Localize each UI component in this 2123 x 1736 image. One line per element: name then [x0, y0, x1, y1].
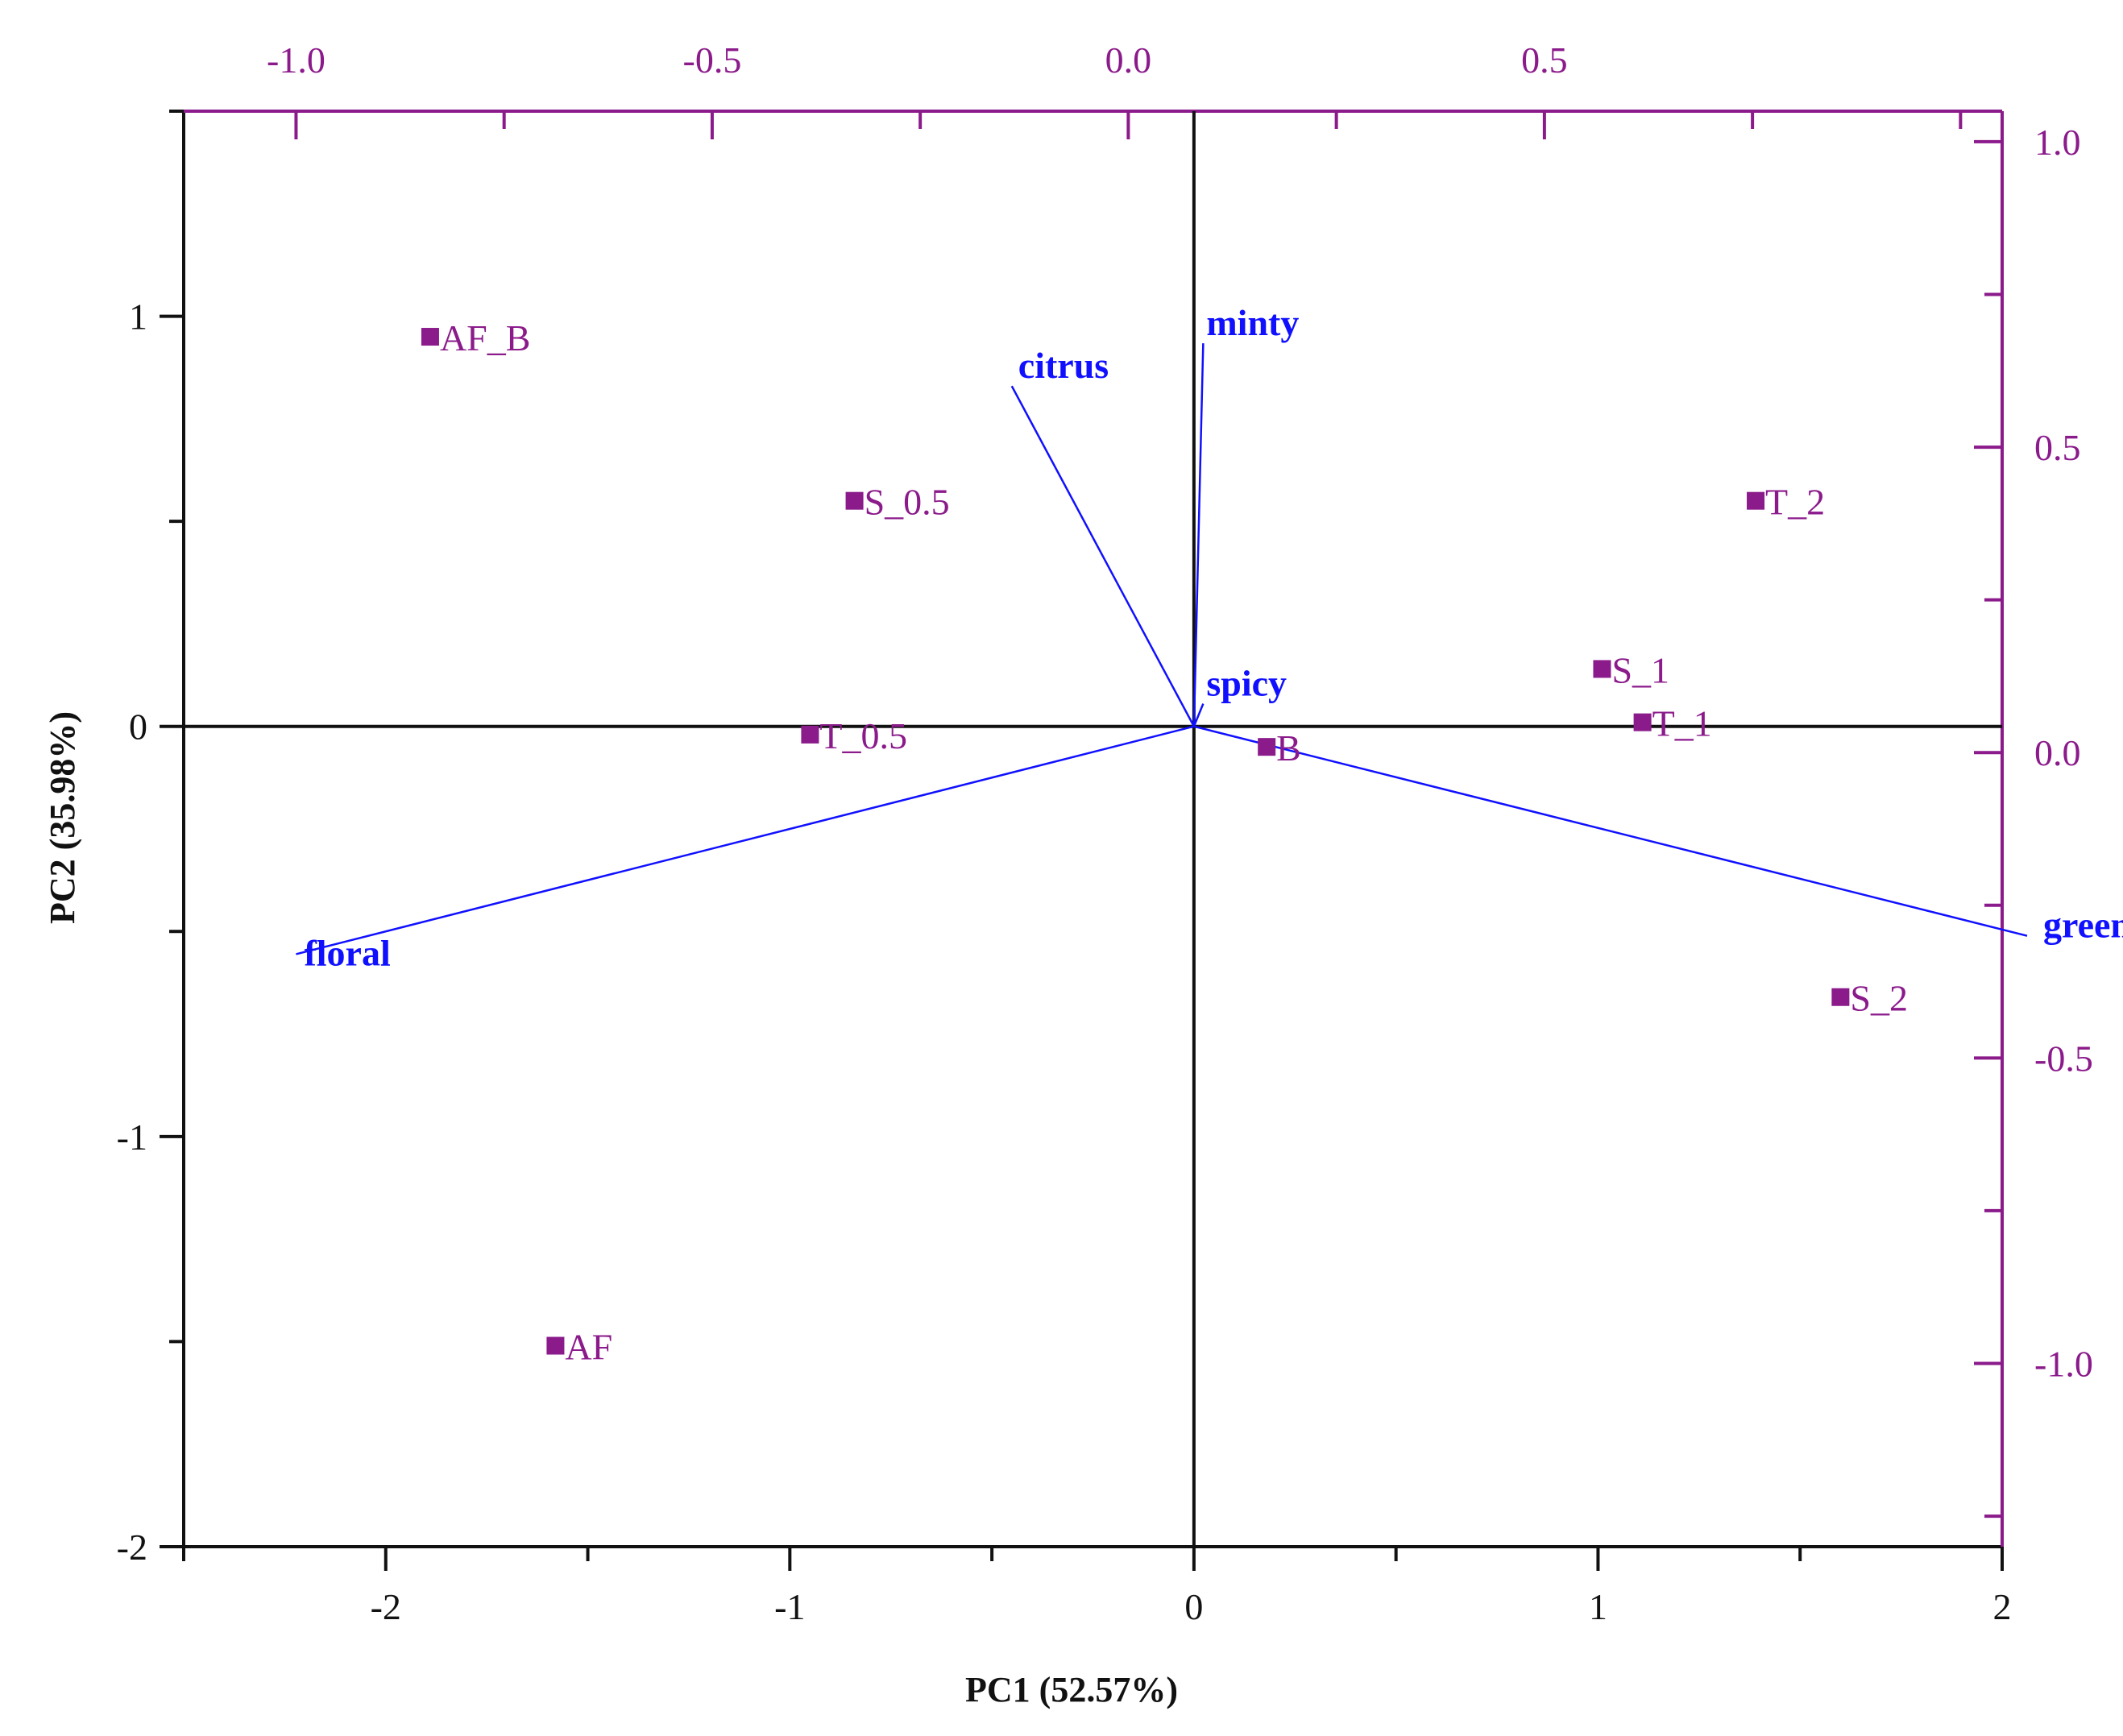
loading-label-spicy: spicy [1206, 663, 1287, 704]
y-tick-label: -2 [117, 1527, 147, 1568]
right-tick-label: -0.5 [2034, 1038, 2093, 1079]
loading-label-green: green [2043, 905, 2123, 946]
loading-vector-floral [296, 725, 1195, 955]
right-tick-label: -1.0 [2034, 1344, 2093, 1385]
x-axis-title: PC1 (52.57%) [965, 1670, 1178, 1709]
score-label-S_2: S_2 [1850, 978, 1908, 1019]
loading-vector-citrus [1010, 385, 1195, 727]
loading-label-floral: floral [304, 932, 390, 973]
score-marker-T_1 [1633, 713, 1652, 731]
x-tick-label: -1 [774, 1586, 805, 1627]
top-tick-label: -1.0 [267, 39, 325, 81]
y-tick-label: 0 [129, 706, 147, 748]
loading-vector-minty [1192, 343, 1205, 727]
score-marker-T_2 [1747, 491, 1765, 510]
y-axis-title: PC2 (35.98%) [43, 711, 82, 924]
score-label-S_0.5: S_0.5 [865, 482, 950, 523]
top-tick-label: 0.0 [1105, 39, 1152, 81]
loading-label-minty: minty [1206, 302, 1299, 343]
top-tick-label: 0.5 [1521, 39, 1568, 81]
score-marker-S_2 [1831, 988, 1850, 1006]
loading-label-citrus: citrus [1018, 345, 1109, 386]
score-marker-B [1258, 738, 1276, 756]
x-tick-label: 1 [1589, 1586, 1607, 1627]
top-tick-label: -0.5 [683, 39, 742, 81]
score-label-AF: AF [565, 1327, 612, 1368]
loading-vector-green [1193, 725, 2028, 937]
x-tick-label: 2 [1993, 1586, 2012, 1627]
score-marker-S_0.5 [845, 491, 864, 510]
y-tick-label: 1 [129, 296, 147, 338]
score-marker-T_0.5 [801, 725, 819, 744]
score-label-AF_B: AF_B [440, 317, 530, 358]
score-label-S_1: S_1 [1611, 649, 1669, 690]
score-label-B: B [1276, 727, 1301, 769]
score-label-T_1: T_1 [1652, 703, 1712, 744]
score-marker-AF_B [421, 328, 439, 346]
right-tick-label: 1.0 [2034, 122, 2081, 163]
score-marker-S_1 [1593, 660, 1611, 678]
right-tick-label: 0.0 [2034, 732, 2081, 773]
y-tick-label: -1 [117, 1117, 147, 1158]
score-label-T_2: T_2 [1765, 482, 1825, 523]
x-tick-label: 0 [1184, 1586, 1203, 1627]
score-label-T_0.5: T_0.5 [819, 715, 907, 756]
x-tick-label: -2 [371, 1586, 401, 1627]
loading-vector-spicy [1192, 703, 1205, 727]
right-tick-label: 0.5 [2034, 427, 2081, 468]
score-marker-AF [546, 1336, 565, 1355]
